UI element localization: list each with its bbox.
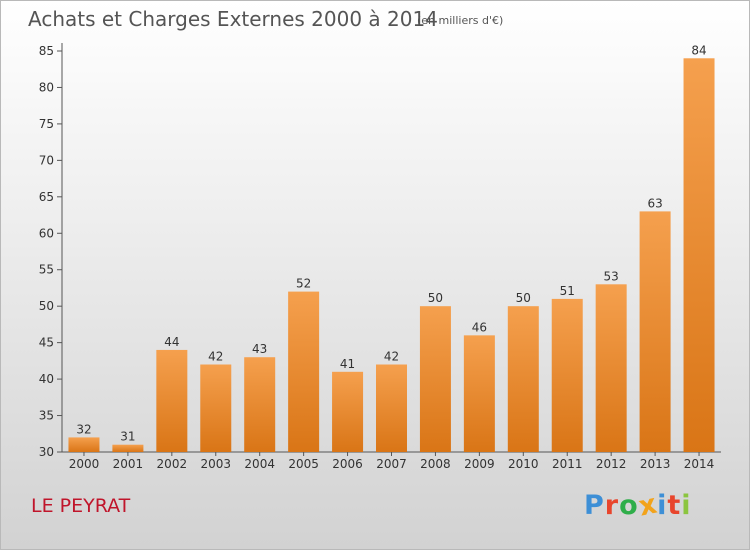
logo-letter: r: [605, 490, 619, 521]
x-tick-label: 2001: [113, 457, 144, 471]
bar-2005: [288, 292, 319, 452]
value-label: 31: [120, 430, 135, 444]
value-label: 52: [296, 277, 311, 291]
x-tick-label: 2004: [244, 457, 275, 471]
bar-2009: [464, 335, 495, 452]
value-label: 41: [340, 357, 355, 371]
y-tick-label: 65: [39, 190, 54, 204]
x-tick-label: 2006: [332, 457, 363, 471]
bar-2002: [156, 350, 187, 452]
x-tick-label: 2013: [640, 457, 671, 471]
x-tick-label: 2012: [596, 457, 627, 471]
bar-2014: [684, 58, 715, 452]
bar-2001: [112, 445, 143, 452]
logo-letter: i: [681, 490, 691, 521]
bars: [68, 58, 714, 452]
value-label: 63: [647, 196, 662, 210]
bar-2013: [640, 211, 671, 452]
x-tick-label: 2008: [420, 457, 451, 471]
y-tick-label: 30: [39, 445, 54, 459]
y-tick-label: 35: [39, 409, 54, 423]
x-tick-label: 2009: [464, 457, 495, 471]
y-tick-label: 60: [39, 226, 54, 240]
x-tick-label: 2002: [157, 457, 188, 471]
value-label: 44: [164, 335, 179, 349]
logo-letter: P: [584, 490, 605, 521]
proxiti-logo: Proxiti: [584, 490, 692, 521]
y-tick-label: 85: [39, 44, 54, 58]
bar-chart: 30 35 40 45 50 55 60 65 70 75 80 85 2000 2001 2002 2003…: [1, 1, 750, 551]
y-tick-label: 75: [39, 117, 54, 131]
value-label: 46: [472, 320, 487, 334]
bar-2006: [332, 372, 363, 452]
bar-2004: [244, 357, 275, 452]
y-tick-label: 70: [39, 153, 54, 167]
y-tick-label: 55: [39, 263, 54, 277]
value-label: 42: [384, 350, 399, 364]
chart-frame: Achats et Charges Externes 2000 à 2014 (…: [0, 0, 750, 550]
y-tick-label: 40: [39, 372, 54, 386]
value-label: 32: [76, 422, 91, 436]
bar-2011: [552, 299, 583, 452]
value-label: 51: [560, 284, 575, 298]
value-label: 42: [208, 350, 223, 364]
value-label: 53: [604, 269, 619, 283]
x-tick-label: 2007: [376, 457, 407, 471]
value-label: 50: [428, 291, 443, 305]
value-label: 50: [516, 291, 531, 305]
bar-2007: [376, 365, 407, 452]
y-tick-label: 50: [39, 299, 54, 313]
bar-2012: [596, 284, 627, 452]
value-label: 84: [691, 43, 706, 57]
x-tick-label: 2003: [200, 457, 231, 471]
x-tick-label: 2000: [69, 457, 100, 471]
x-tick-label: 2010: [508, 457, 539, 471]
commune-name: LE PEYRAT: [31, 495, 130, 517]
x-tick-label: 2011: [552, 457, 583, 471]
bar-2008: [420, 306, 451, 452]
value-label: 43: [252, 342, 267, 356]
y-tick-label: 45: [39, 336, 54, 350]
y-tick-label: 80: [39, 80, 54, 94]
x-tick-label: 2014: [684, 457, 715, 471]
x-tick-label: 2005: [288, 457, 319, 471]
logo-letter: t: [667, 490, 681, 521]
bar-2010: [508, 306, 539, 452]
bar-2003: [200, 365, 231, 452]
bar-2000: [68, 437, 99, 452]
